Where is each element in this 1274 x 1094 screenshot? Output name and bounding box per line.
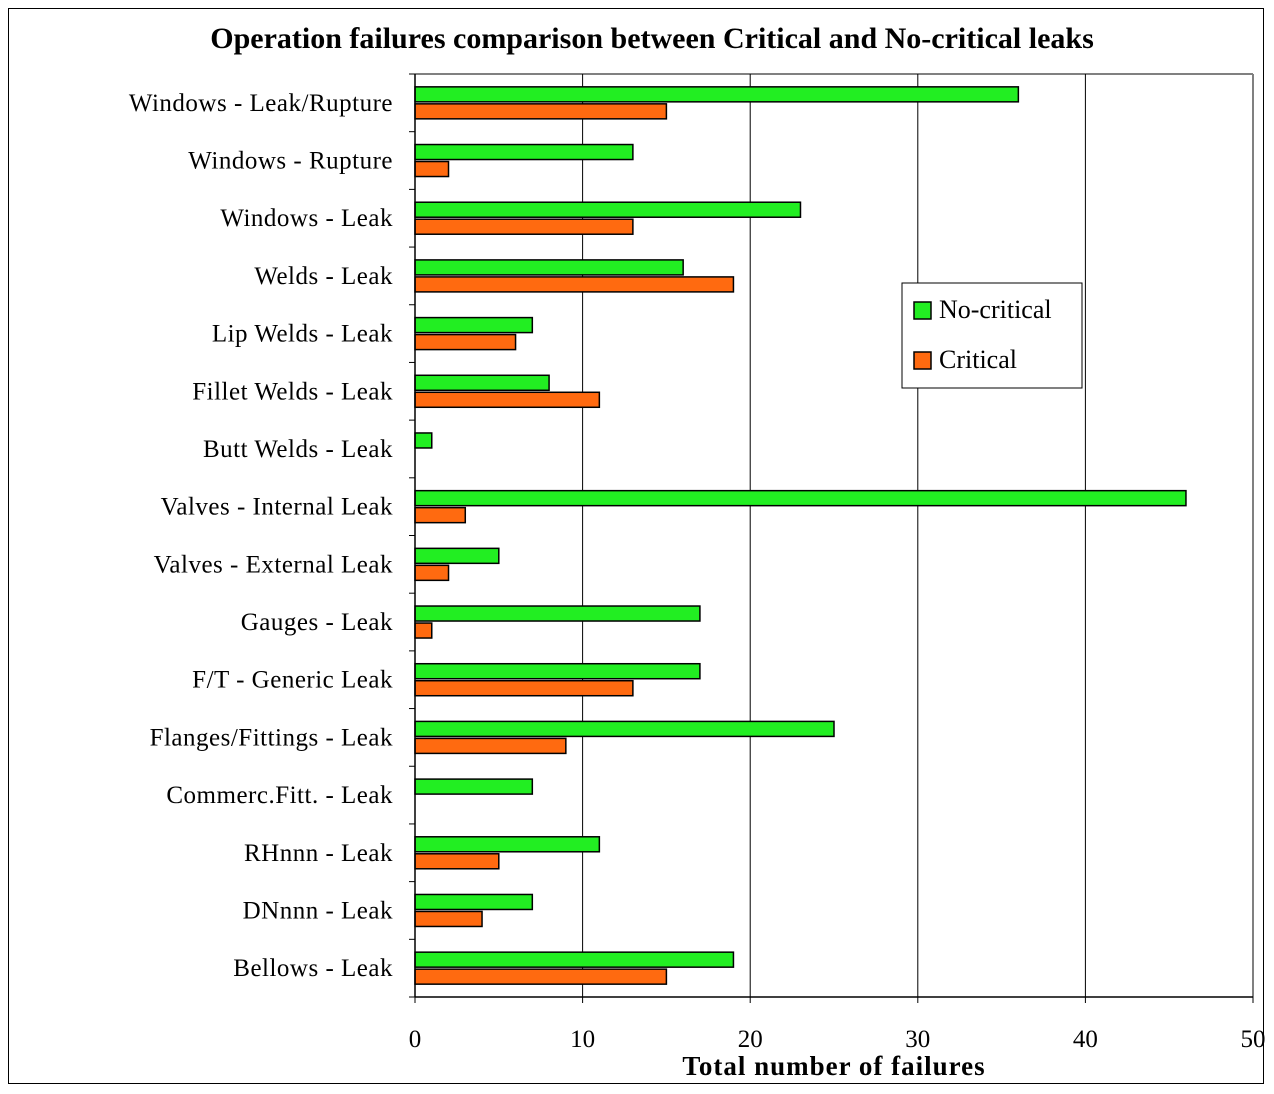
bar-critical — [414, 333, 517, 351]
category-label: Windows - Rupture — [188, 148, 393, 175]
bar-no-critical — [414, 201, 802, 218]
x-tick-label: 0 — [409, 1026, 422, 1053]
bar-critical — [414, 276, 735, 293]
bar-no-critical — [414, 86, 1020, 103]
legend: No-critical Critical — [901, 282, 1083, 389]
category-label: DNnnn - Leak — [243, 897, 393, 924]
bar-no-critical — [414, 662, 701, 680]
category-label: Valves - Internal Leak — [161, 494, 393, 521]
bar-no-critical — [414, 316, 534, 334]
bar-no-critical — [414, 432, 433, 449]
category-label: Butt Welds - Leak — [203, 436, 393, 463]
bar-no-critical — [414, 374, 550, 392]
x-tick-label: 30 — [905, 1026, 930, 1053]
category-label: Gauges - Leak — [241, 609, 393, 636]
category-label: F/T - Generic Leak — [192, 667, 393, 694]
legend-box — [901, 282, 1083, 389]
category-label: Valves - External Leak — [154, 551, 393, 578]
chart-frame — [8, 8, 1264, 1084]
bar-no-critical — [414, 893, 534, 911]
bar-no-critical — [414, 605, 701, 622]
category-label: Windows - Leak — [220, 205, 393, 232]
bar-no-critical — [414, 836, 601, 853]
category-label: RHnnn - Leak — [244, 840, 393, 867]
bar-critical — [414, 910, 483, 928]
x-tick-label: 50 — [1241, 1026, 1266, 1053]
bar-critical — [414, 218, 634, 235]
bar-critical — [414, 391, 601, 409]
bar-critical — [414, 968, 668, 985]
bar-critical — [414, 564, 450, 582]
chart-title: Operation failures comparison between Cr… — [210, 22, 1094, 55]
x-tick-label: 40 — [1073, 1026, 1098, 1053]
category-label: Fillet Welds - Leak — [192, 378, 393, 405]
bar-critical — [414, 853, 500, 870]
category-label: Bellows - Leak — [233, 955, 393, 982]
bar-critical — [414, 160, 450, 178]
category-label: Windows - Leak/Rupture — [129, 90, 393, 117]
x-tick-label: 20 — [738, 1026, 763, 1053]
category-label: Flanges/Fittings - Leak — [150, 724, 393, 751]
x-axis-label: Total number of failures — [682, 1051, 985, 1081]
bar-no-critical — [414, 720, 835, 738]
bar-no-critical — [414, 778, 534, 795]
bar-critical — [414, 506, 467, 524]
bar-critical — [414, 622, 433, 639]
bar-critical — [414, 679, 634, 697]
x-tick-label: 10 — [570, 1026, 595, 1053]
axes — [409, 73, 1254, 1003]
bar-no-critical — [414, 489, 1187, 507]
category-label: Welds - Leak — [254, 263, 393, 290]
bar-no-critical — [414, 951, 735, 968]
x-tick-labels: 0 10 20 30 40 50 — [409, 1026, 1266, 1053]
bar-critical — [414, 737, 567, 755]
bars — [414, 86, 1187, 985]
legend-swatch — [913, 301, 932, 320]
category-label: Lip Welds - Leak — [212, 321, 393, 348]
bar-no-critical — [414, 259, 684, 276]
bar-no-critical — [414, 547, 500, 565]
bar-critical — [414, 103, 668, 120]
bar-no-critical — [414, 143, 634, 161]
legend-swatch — [913, 351, 932, 370]
category-label: Commerc.Fitt. - Leak — [166, 782, 393, 809]
category-labels: Windows - Leak/Rupture Windows - Rupture W… — [129, 90, 393, 982]
legend-label: Critical — [939, 345, 1017, 374]
legend-label: No-critical — [939, 295, 1052, 324]
